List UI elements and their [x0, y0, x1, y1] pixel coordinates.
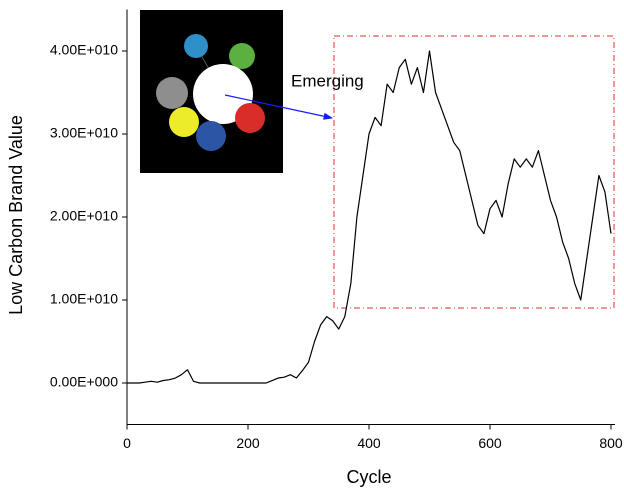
inset-network	[140, 10, 283, 173]
chart: Emerging Cycle Low Carbon Brand Value 0.…	[0, 0, 624, 491]
x-tick-label: 0	[123, 435, 131, 451]
network-node	[169, 107, 199, 137]
y-tick-label: 1.00E+010	[50, 291, 118, 307]
x-axis-title: Cycle	[346, 467, 391, 487]
y-tick-label: 3.00E+010	[50, 125, 118, 141]
network-node	[229, 43, 255, 69]
annotation: Emerging	[291, 71, 364, 90]
y-tick-label: 0.00E+000	[50, 374, 118, 390]
network-node	[156, 77, 188, 109]
x-tick-label: 400	[357, 435, 381, 451]
highlight-box	[334, 36, 614, 308]
y-tick-label: 2.00E+010	[50, 208, 118, 224]
network-node	[235, 103, 265, 133]
y-tick-label: 4.00E+010	[50, 42, 118, 58]
x-tick-label: 600	[478, 435, 502, 451]
x-tick-label: 200	[236, 435, 260, 451]
y-axis-title: Low Carbon Brand Value	[6, 115, 26, 315]
x-tick-label: 800	[599, 435, 623, 451]
network-node	[196, 121, 226, 151]
network-node	[184, 34, 208, 58]
